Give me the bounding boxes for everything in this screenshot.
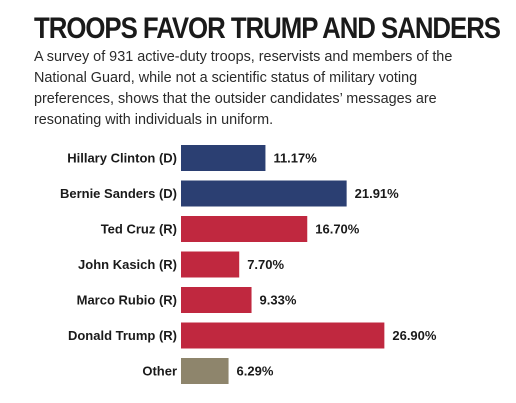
category-label: Donald Trump (R)	[68, 328, 177, 343]
bar-chart: Hillary Clinton (D) 11.17% Bernie Sanders …	[60, 145, 437, 384]
chart-subtitle: A survey of 931 active-duty troops, rese…	[34, 49, 453, 128]
value-label: 9.33%	[260, 293, 297, 308]
category-label: Marco Rubio (R)	[77, 293, 177, 308]
bar	[181, 251, 240, 278]
value-label: 26.90%	[392, 328, 437, 343]
bar	[181, 216, 308, 242]
bar	[181, 358, 229, 384]
value-label: 16.70%	[315, 222, 360, 237]
bar	[181, 287, 252, 313]
value-label: 11.17%	[273, 151, 317, 166]
value-label: 7.70%	[247, 257, 284, 272]
category-label: Other	[142, 364, 177, 379]
chart-title: TROOPS FAVOR TRUMP AND SANDERS	[34, 12, 501, 45]
category-label: Bernie Sanders (D)	[60, 186, 177, 201]
value-label: 6.29%	[237, 364, 274, 379]
value-label: 21.91%	[355, 186, 400, 201]
bar	[181, 322, 385, 349]
bar	[181, 180, 347, 207]
category-label: Hillary Clinton (D)	[67, 151, 177, 166]
bar	[181, 145, 266, 171]
category-label: John Kasich (R)	[78, 257, 177, 272]
category-label: Ted Cruz (R)	[101, 222, 177, 237]
